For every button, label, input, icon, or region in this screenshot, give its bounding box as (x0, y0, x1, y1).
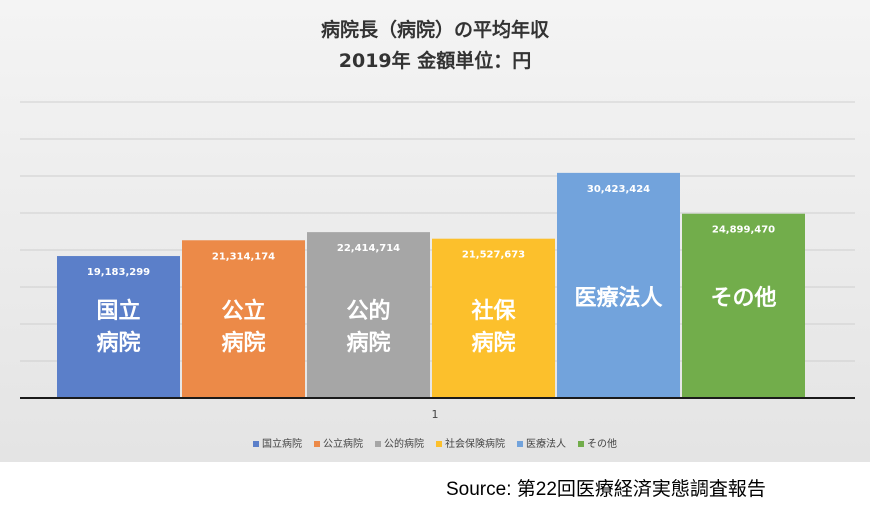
legend-label: 公立病院 (323, 439, 363, 450)
legend-swatch (253, 441, 259, 447)
bar-category-text: 医療法人 (574, 285, 662, 311)
legend-item: その他 (578, 435, 617, 450)
bar-category-text: 社保 (471, 298, 516, 324)
legend-label: 社会保険病院 (445, 439, 505, 450)
bar-category-text: 病院 (221, 330, 265, 356)
bar-chart: 19,183,299 国立病院 21,314,174 公立病院 22,414,714 公的… (20, 101, 855, 421)
bar (57, 256, 180, 398)
legend-label: 医療法人 (526, 439, 566, 450)
chart-subtitle: 2019年 金額単位：円 (338, 50, 532, 72)
bar (682, 213, 805, 398)
legend-swatch (314, 441, 320, 447)
x-tick-label: 1 (432, 408, 439, 421)
bar-category-text: 病院 (346, 330, 390, 356)
legend-item: 公的病院 (375, 435, 424, 450)
data-label: 24,899,470 (712, 225, 775, 236)
legend-item: 医療法人 (517, 435, 566, 450)
data-label: 21,527,673 (462, 250, 525, 261)
bar-category-text: その他 (710, 286, 776, 311)
bar (182, 240, 305, 398)
bar-category-text: 国立 (96, 298, 140, 324)
data-label: 19,183,299 (87, 267, 150, 278)
data-label: 22,414,714 (337, 243, 400, 254)
legend-item: 国立病院 (253, 435, 302, 450)
chart-title: 病院長（病院）の平均年収 (320, 19, 549, 41)
bar-category-text: 病院 (96, 330, 140, 356)
bar-category-text: 病院 (471, 330, 515, 356)
bar-category-text: 公的 (346, 298, 390, 324)
legend-swatch (578, 441, 584, 447)
bar (307, 232, 430, 398)
legend-label: 公的病院 (384, 439, 424, 450)
legend-item: 公立病院 (314, 435, 363, 450)
legend-item: 社会保険病院 (436, 435, 505, 450)
legend-swatch (375, 441, 381, 447)
chart-legend: 国立病院 公立病院 公的病院 社会保険病院 医療法人 その他 (0, 435, 870, 450)
legend-swatch (517, 441, 523, 447)
source-citation: Source: 第22回医療経済実態調査報告 (446, 479, 766, 500)
legend-label: その他 (587, 439, 617, 450)
bar (557, 172, 680, 398)
bar (432, 238, 555, 398)
legend-label: 国立病院 (262, 439, 302, 450)
data-label: 30,423,424 (587, 184, 650, 195)
legend-swatch (436, 441, 442, 447)
bar-category-text: 公立 (221, 298, 265, 324)
data-label: 21,314,174 (212, 251, 275, 262)
